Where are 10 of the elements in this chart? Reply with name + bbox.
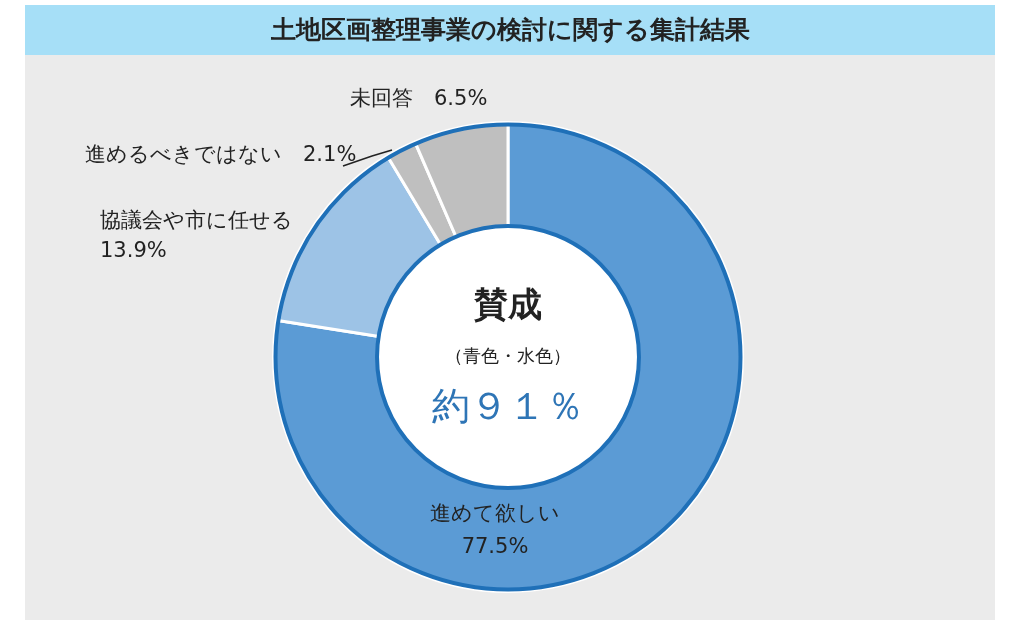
slice-label: 進めるべきではない 2.1% — [85, 142, 357, 167]
slice-label: 協議会や市に任せる — [100, 208, 293, 233]
slice-label: 進めて欲しい — [430, 501, 560, 526]
text: （青色・水色） — [445, 344, 571, 366]
text: 賛成 — [473, 283, 542, 324]
text: 約９１％ — [432, 383, 584, 428]
data-label: 77.5% — [461, 534, 529, 559]
chart-title: 土地区画整理事業の検討に関する集計結果 — [25, 5, 995, 55]
slice-label: 未回答 6.5% — [350, 86, 488, 111]
data-label: 13.9% — [100, 238, 167, 263]
